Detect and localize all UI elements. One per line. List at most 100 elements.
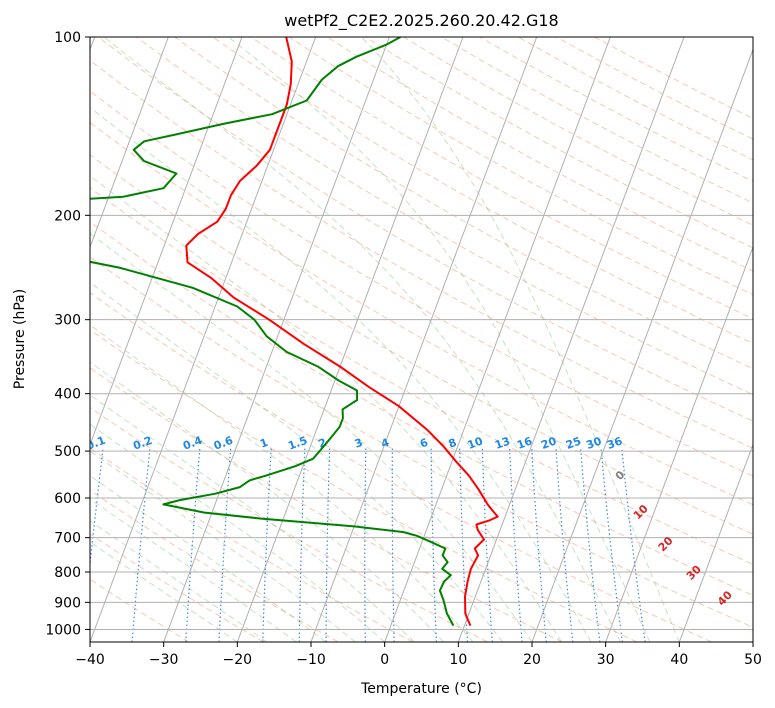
mixing-ratio-label: 6 bbox=[418, 436, 430, 451]
isotherm-line bbox=[531, 48, 753, 642]
mixing-ratio-line bbox=[325, 448, 331, 642]
plot-area: -100-90-80-70-60-50-40-30-20-100.10.20.4… bbox=[90, 37, 753, 642]
dry-adiabat-line bbox=[90, 406, 488, 642]
dry-adiabat-line bbox=[90, 90, 753, 477]
moist-adiabat-line bbox=[90, 232, 533, 642]
y-tick-label: 200 bbox=[54, 208, 81, 224]
moist-adiabat-line bbox=[90, 475, 326, 642]
dry-adiabat-line bbox=[90, 121, 753, 506]
x-tick-label: 40 bbox=[670, 652, 688, 668]
y-axis: 100 200 300 400 500 600 700 800 900 1000 bbox=[45, 30, 90, 638]
moist-adiabat-line bbox=[90, 281, 503, 642]
y-tick-label: 100 bbox=[54, 30, 81, 46]
isobar-grid bbox=[90, 37, 753, 630]
dry-adiabat-line bbox=[90, 489, 339, 642]
mixing-ratio-label: 20 bbox=[539, 434, 558, 452]
dry-adiabat-line bbox=[90, 292, 712, 642]
moist-adiabat-line bbox=[90, 423, 386, 642]
dry-adiabats bbox=[90, 37, 753, 642]
moist-adiabat-line bbox=[103, 37, 621, 642]
y-tick-label: 800 bbox=[54, 565, 81, 581]
isotherm-grid bbox=[90, 37, 753, 642]
moist-adiabat-line bbox=[90, 450, 356, 642]
mixing-ratio-line bbox=[391, 448, 395, 642]
line-labels: -100-90-80-70-60-50-40-30-20-100.10.20.4… bbox=[90, 434, 735, 609]
isotherm-line bbox=[310, 37, 538, 642]
dry-adiabat-line bbox=[90, 367, 563, 642]
x-tick-label: 10 bbox=[449, 652, 467, 668]
x-tick-label: 20 bbox=[523, 652, 541, 668]
mixing-ratio-label: 13 bbox=[493, 435, 512, 452]
moist-adiabat-line bbox=[90, 175, 562, 642]
x-axis: −40 −30 −20 −10 0 10 20 30 40 50 bbox=[75, 642, 762, 668]
mixing-ratio-line bbox=[621, 448, 646, 642]
moist-adiabat-line bbox=[361, 37, 680, 642]
mixing-ratio-label: 2 bbox=[317, 436, 329, 451]
chart-title: wetPf2_C2E2.2025.260.20.42.G18 bbox=[284, 11, 558, 31]
moist-adiabat-line bbox=[90, 324, 474, 642]
temperature-line bbox=[185, 37, 499, 626]
moist-adiabat-line bbox=[90, 541, 238, 642]
moist-adiabats bbox=[90, 37, 680, 642]
mixing-ratio-label: 16 bbox=[515, 434, 534, 452]
mixing-ratio-label: 10 bbox=[466, 434, 485, 452]
mixing-ratio-line bbox=[298, 448, 306, 642]
dry-adiabat-line bbox=[90, 154, 753, 535]
moist-adiabat-line bbox=[90, 498, 297, 642]
profile-series bbox=[90, 37, 499, 627]
moist-adiabat-line bbox=[90, 106, 592, 642]
mixing-ratio-label: 0.2 bbox=[131, 434, 154, 453]
y-tick-label: 300 bbox=[54, 313, 81, 329]
moist-adiabat-line bbox=[228, 37, 651, 642]
y-tick-label: 500 bbox=[54, 444, 81, 460]
moist-adiabat-line bbox=[90, 394, 415, 642]
isotherm-line bbox=[457, 37, 685, 642]
y-tick-label: 900 bbox=[54, 595, 81, 611]
dry-adiabat-line bbox=[90, 533, 264, 642]
isotherm-line bbox=[90, 37, 317, 642]
mixing-ratio-line bbox=[364, 448, 367, 642]
mixing-ratio-label: 30 bbox=[585, 434, 604, 452]
y-tick-label: 1000 bbox=[45, 622, 81, 638]
dry-adiabat-line bbox=[90, 256, 753, 628]
isotherm-line bbox=[384, 37, 611, 642]
plot-frame bbox=[89, 36, 754, 643]
mixing-ratio-label: 4 bbox=[379, 436, 391, 451]
dewpoint-line bbox=[90, 37, 455, 627]
dry-adiabat-line bbox=[288, 37, 753, 296]
y-tick-label: 700 bbox=[54, 531, 81, 547]
y-tick-label: 400 bbox=[54, 387, 81, 403]
mixing-ratio-lines bbox=[90, 448, 646, 642]
mixing-ratio-line bbox=[430, 448, 437, 642]
mixing-ratio-label: 8 bbox=[447, 436, 459, 451]
x-tick-label: 50 bbox=[744, 652, 762, 668]
isotherm-line bbox=[605, 245, 753, 642]
dry-adiabat-line bbox=[90, 187, 753, 565]
x-axis-label: Temperature (°C) bbox=[360, 681, 482, 697]
mixing-ratio-label: 3 bbox=[353, 436, 365, 451]
dry-adiabat-line bbox=[250, 37, 753, 320]
dry-adiabat-line bbox=[136, 37, 753, 396]
x-tick-label: −40 bbox=[75, 652, 105, 668]
isotherm-line bbox=[90, 37, 169, 249]
isotherm-line bbox=[236, 37, 464, 642]
isotherm-line bbox=[90, 37, 243, 446]
x-tick-label: 30 bbox=[597, 652, 615, 668]
mixing-ratio-label: 0.4 bbox=[181, 434, 204, 453]
mixing-ratio-label: 25 bbox=[564, 434, 583, 451]
y-tick-label: 600 bbox=[54, 491, 81, 507]
isotherm-line bbox=[678, 443, 753, 642]
mixing-ratio-label: 36 bbox=[605, 434, 624, 452]
mixing-ratio-label: 1 bbox=[258, 436, 270, 451]
moist-adiabat-line bbox=[90, 520, 268, 642]
x-tick-label: −30 bbox=[149, 652, 179, 668]
isotherm-line bbox=[163, 37, 390, 642]
x-tick-label: 0 bbox=[380, 652, 389, 668]
y-axis-label: Pressure (hPa) bbox=[12, 289, 28, 389]
dry-adiabat-line bbox=[97, 37, 753, 422]
x-tick-label: −20 bbox=[223, 652, 253, 668]
x-tick-label: −10 bbox=[296, 652, 326, 668]
mixing-ratio-label: 1.5 bbox=[286, 434, 309, 453]
